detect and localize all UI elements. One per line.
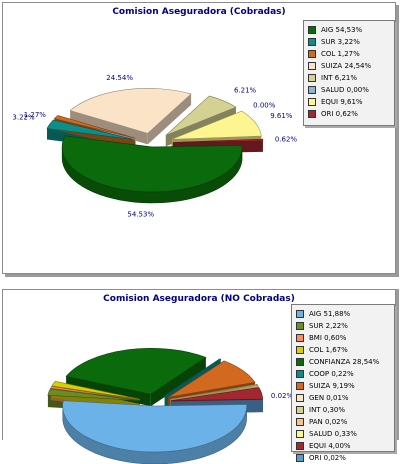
legend-label: SUR 2,22% [309, 322, 348, 330]
pie-slice-edge-confianza [150, 357, 206, 407]
legend-label: ORI 0,62% [321, 110, 358, 118]
legend-label: SUR 3,22% [321, 38, 360, 46]
legend-item: EQUI 4,00% [296, 440, 394, 452]
legend-item: GEN 0,01% [296, 392, 394, 404]
legend-swatch [308, 38, 316, 46]
slice-label-sur: 3.22% [12, 113, 35, 121]
legend-label: COL 1,67% [309, 346, 348, 354]
legend-item: COL 1,67% [296, 344, 394, 356]
legend-item: PAN 0,02% [296, 416, 394, 428]
legend-swatch [296, 370, 304, 378]
legend-swatch [296, 406, 304, 414]
legend-item: EQUI 9,61% [308, 96, 394, 108]
chart-title: Comision Aseguradora (NO Cobradas) [103, 294, 295, 304]
pie-slice-edge-suiza [147, 93, 192, 145]
legend-label: AIG 51,88% [309, 310, 351, 318]
chart-panel-cobradas: Comision Aseguradora (Cobradas) 54.53% 3.… [2, 2, 396, 274]
pie-slice-equi [171, 110, 262, 140]
pie-slice-equi [170, 387, 264, 402]
legend-label: COOP 0,22% [309, 370, 354, 378]
legend-swatch [296, 382, 304, 390]
chart-title: Comision Aseguradora (Cobradas) [112, 7, 286, 17]
legend-label: GEN 0,01% [309, 394, 349, 402]
legend-label: ORI 0,02% [309, 454, 346, 462]
pie-slice-suiza [69, 88, 192, 134]
slice-label-salud: 0.00% [253, 101, 276, 109]
slice-label-ori: 0.02% [271, 392, 294, 400]
chart-legend: AIG 54,53% SUR 3,22% COL 1,27% SUIZA 24,54%… [303, 20, 395, 126]
pie-slice-int [165, 95, 237, 136]
legend-swatch [308, 62, 316, 70]
legend-item: INT 6,21% [308, 72, 394, 84]
legend-item: AIG 51,88% [296, 308, 394, 320]
pie-chart-no-cobradas: 51.88%0.02% [47, 348, 294, 464]
legend-label: PAN 0,02% [309, 418, 348, 426]
slice-label-int: 6.21% [234, 87, 257, 95]
pie-slice-col [51, 380, 141, 400]
legend-swatch [296, 358, 304, 366]
legend-item: COOP 0,22% [296, 368, 394, 380]
slice-label-col: 1.27% [24, 111, 47, 119]
legend-swatch [308, 50, 316, 58]
chart-panel-no-cobradas: Comision Aseguradora (NO Cobradas) 51.88… [2, 289, 396, 464]
legend-swatch [296, 322, 304, 330]
legend-item: SUR 3,22% [308, 36, 394, 48]
legend-label: BMI 0,60% [309, 334, 347, 342]
legend-label: CONFIANZA 28,54% [309, 358, 380, 366]
legend-item: SALUD 0,33% [296, 428, 394, 440]
legend-swatch [296, 442, 304, 450]
legend-swatch [296, 334, 304, 342]
legend-label: EQUI 4,00% [309, 442, 351, 450]
legend-item: SUR 2,22% [296, 320, 394, 332]
pie-slice-col [53, 115, 136, 139]
legend-item: SUIZA 9,19% [296, 380, 394, 392]
legend-item: BMI 0,60% [296, 332, 394, 344]
legend-swatch [296, 394, 304, 402]
legend-label: EQUI 9,61% [321, 98, 363, 106]
pie-slice-coop [164, 358, 222, 396]
pie-chart-cobradas: 54.53% 3.22%1.27% 24.54% 6.21% 0.00% 9.61% 0.6… [12, 74, 298, 219]
legend-swatch [308, 98, 316, 106]
legend-swatch [296, 310, 304, 318]
legend-swatch [308, 26, 316, 34]
legend-item: CONFIANZA 28,54% [296, 356, 394, 368]
legend-label: AIG 54,53% [321, 26, 363, 34]
pie-slice-sur [46, 119, 135, 140]
legend-swatch [296, 454, 304, 462]
slice-label-equi: 9.61% [270, 112, 293, 120]
legend-item: AIG 54,53% [308, 24, 394, 36]
legend-item: ORI 0,02% [296, 452, 394, 464]
legend-label: INT 6,21% [321, 74, 358, 82]
pie-slice-aig [61, 135, 243, 193]
legend-swatch [296, 418, 304, 426]
pie-slice-confianza [65, 348, 207, 395]
legend-item: SUIZA 24,54% [308, 60, 394, 72]
legend-item: INT 0,30% [296, 404, 394, 416]
chart-legend: AIG 51,88% SUR 2,22% BMI 0,60% COL 1,67% CON… [291, 304, 395, 462]
legend-swatch [296, 346, 304, 354]
legend-label: COL 1,27% [321, 50, 360, 58]
legend-label: SUIZA 9,19% [309, 382, 355, 390]
legend-item: ORI 0,62% [308, 108, 394, 120]
legend-label: SALUD 0,33% [309, 430, 357, 438]
legend-swatch [308, 74, 316, 82]
pie-slice-suiza [167, 360, 256, 398]
pie-slice-bmi [50, 386, 140, 401]
pie-slice-ori [170, 399, 264, 403]
pie-slice-ori [172, 138, 264, 143]
legend-swatch [308, 86, 316, 94]
legend-label: INT 0,30% [309, 406, 346, 414]
legend-swatch [308, 110, 316, 118]
pie-slice-salud [170, 385, 259, 400]
legend-label: SUIZA 24,54% [321, 62, 372, 70]
slice-label-suiza: 24.54% [106, 74, 133, 82]
legend-item: COL 1,27% [308, 48, 394, 60]
slice-label-ori: 0.62% [275, 136, 298, 144]
legend-item: SALUD 0,00% [308, 84, 394, 96]
legend-label: SALUD 0,00% [321, 86, 369, 94]
slice-label-aig: 54.53% [127, 211, 154, 219]
pie-slice-sur [47, 388, 140, 401]
